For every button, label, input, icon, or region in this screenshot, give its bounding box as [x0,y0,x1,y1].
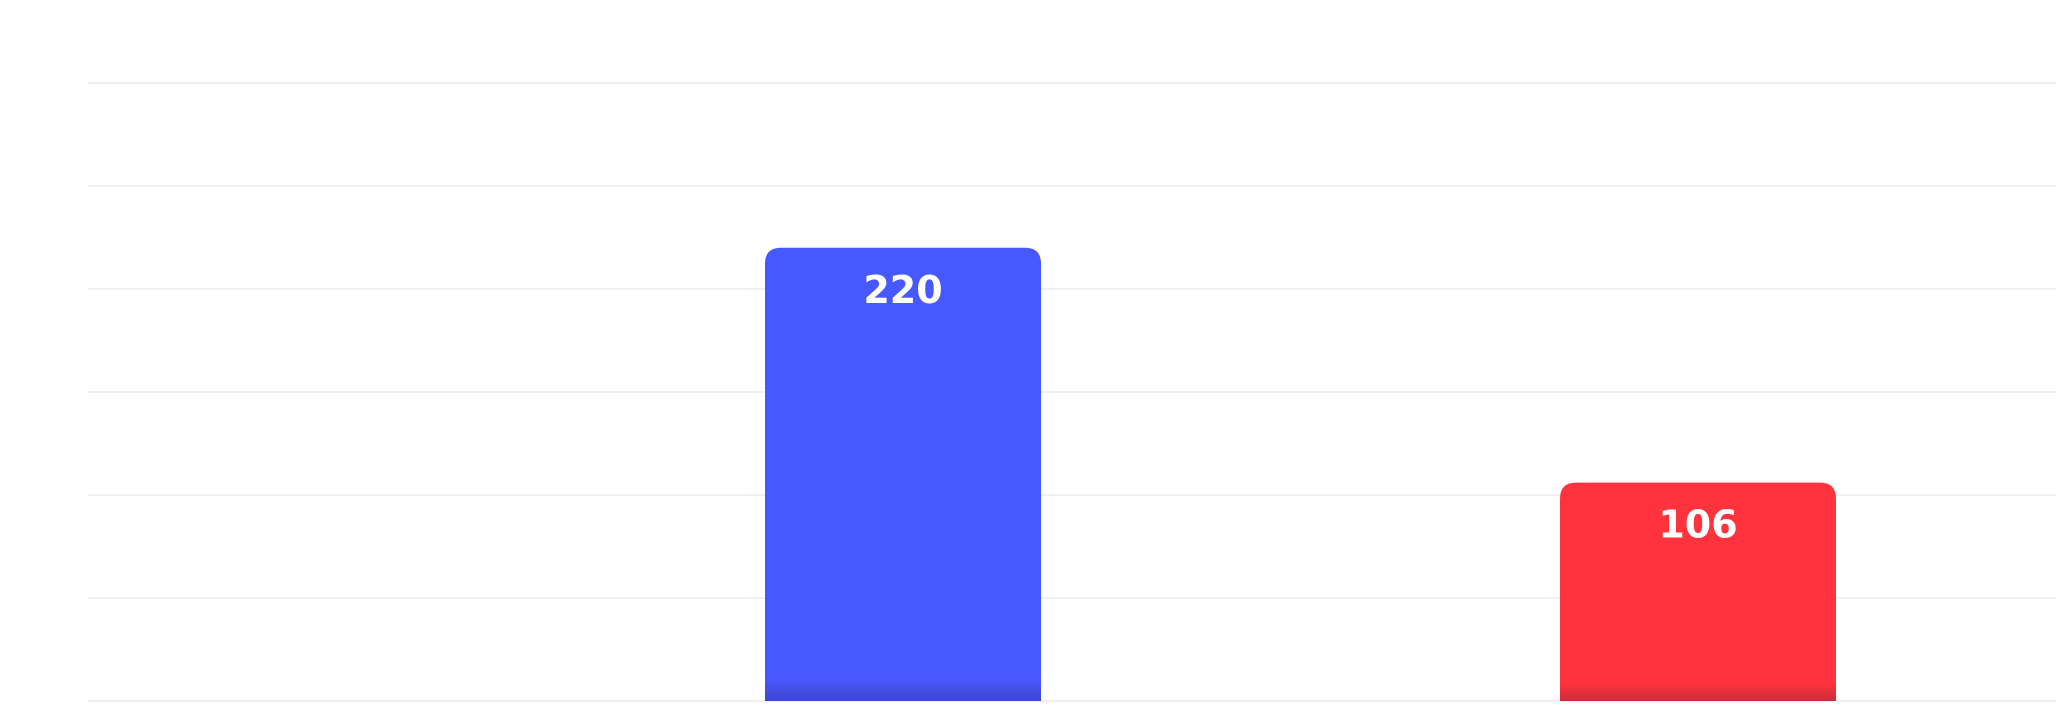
bar-0 [765,247,1041,702]
bar-1 [1560,482,1836,701]
data-labels: 220 106 [863,268,1737,547]
gridlines [88,82,2056,702]
bar-value-label-1: 106 [1658,503,1737,547]
bar-value-label-0: 220 [863,268,942,312]
bars [765,247,1836,702]
